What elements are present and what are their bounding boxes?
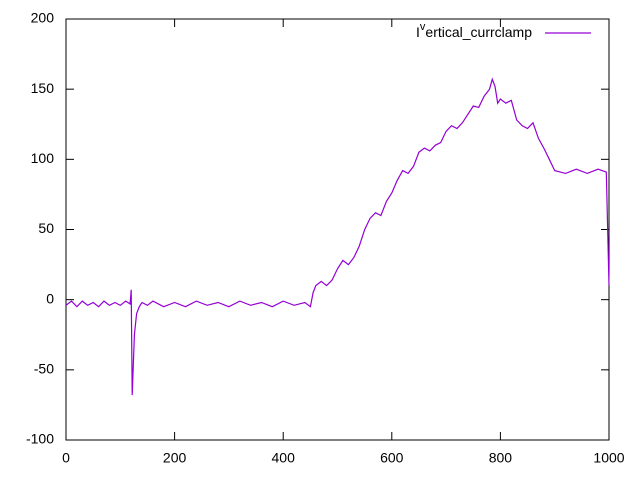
x-tick-label: 0	[62, 450, 70, 466]
data-line	[65, 77, 610, 396]
y-tick-label: 0	[46, 290, 54, 306]
y-tick-label: 150	[31, 80, 55, 96]
x-tick-label: 600	[380, 450, 404, 466]
y-tick-label: 200	[31, 10, 55, 26]
y-tick-label: -50	[34, 361, 54, 377]
legend-label: Ivertical_currclamp	[416, 21, 532, 40]
x-tick-label: 1000	[593, 450, 624, 466]
x-tick-label: 200	[163, 450, 187, 466]
y-tick-label: 50	[38, 220, 54, 236]
x-tick-label: 400	[272, 450, 296, 466]
y-tick-label: 100	[31, 150, 55, 166]
plot-border	[65, 18, 610, 441]
x-tick-label: 800	[489, 450, 513, 466]
y-tick-label: -100	[26, 431, 54, 447]
